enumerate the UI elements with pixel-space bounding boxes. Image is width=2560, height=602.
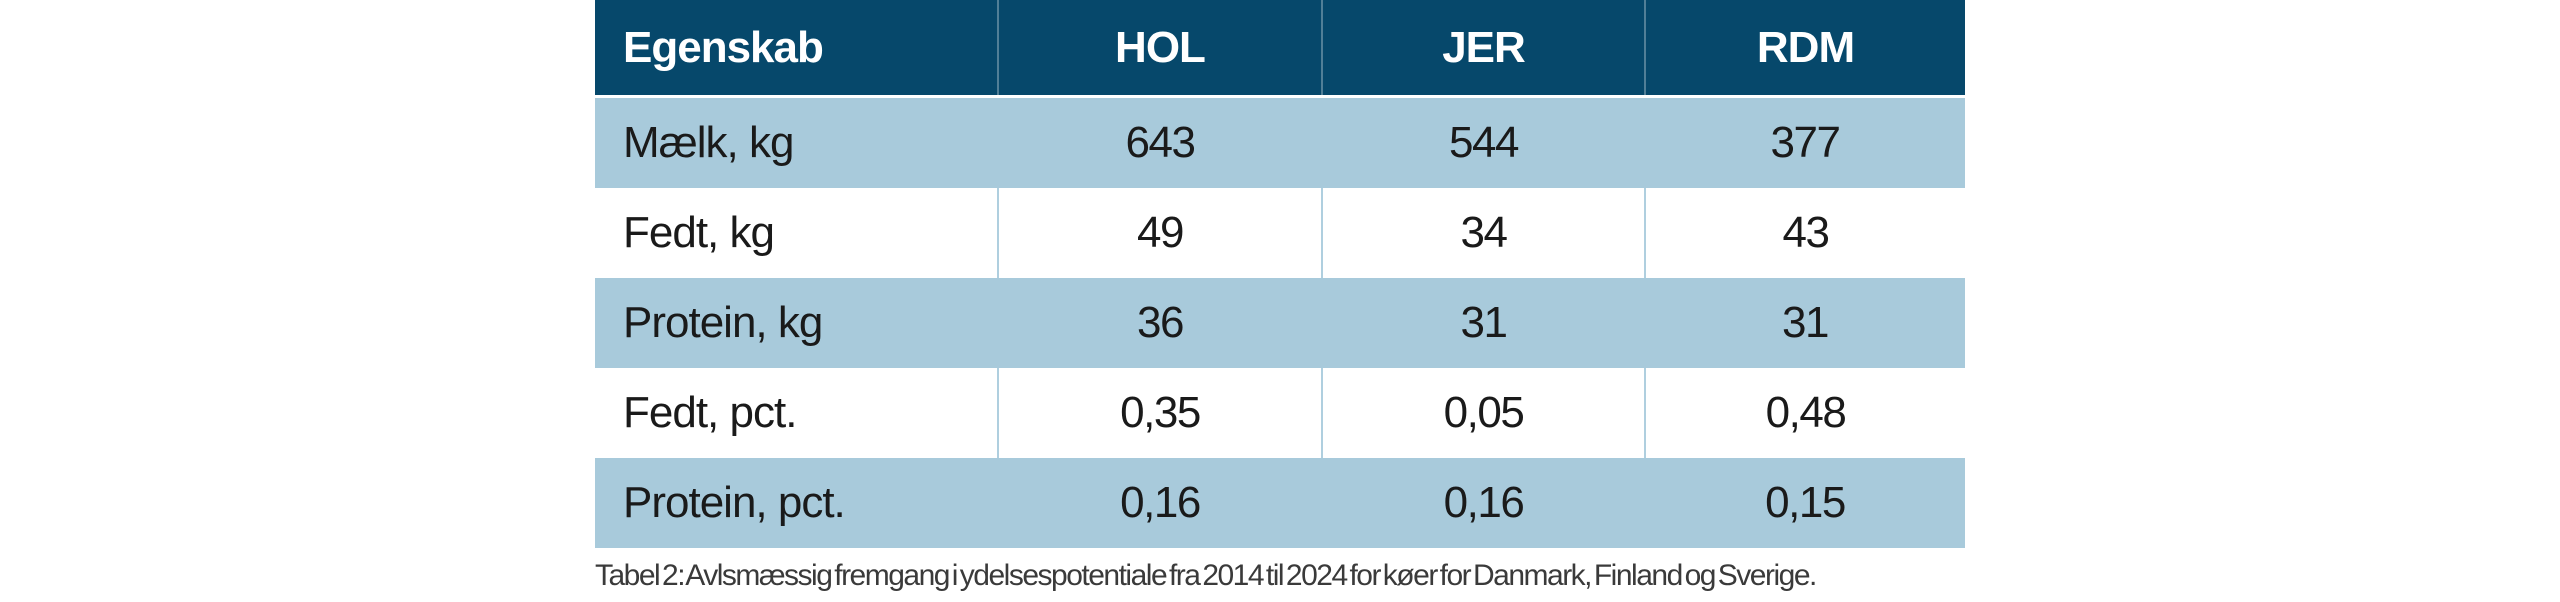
table-row-fedt-kg: Fedt, kg 49 34 43	[595, 188, 1965, 278]
column-header-jer: JER	[1321, 0, 1645, 98]
row-label: Fedt, pct.	[595, 368, 998, 458]
table-header-row: Egenskab HOL JER RDM	[595, 0, 1965, 98]
row-label: Mælk, kg	[595, 96, 998, 188]
table-cell: 31	[1322, 278, 1645, 368]
table-row-fedt-pct: Fedt, pct. 0,35 0,05 0,48	[595, 368, 1965, 458]
table-cell: 0,16	[1322, 458, 1645, 548]
table-cell: 377	[1645, 96, 1965, 188]
table-row-maelk-kg: Mælk, kg 643 544 377	[595, 96, 1965, 188]
column-header-egenskab: Egenskab	[595, 0, 998, 98]
table-cell: 43	[1644, 188, 1965, 278]
row-label: Protein, pct.	[595, 458, 998, 548]
table-cell: 544	[1322, 96, 1645, 188]
table-cell: 0,16	[998, 458, 1322, 548]
column-header-rdm: RDM	[1644, 0, 1965, 98]
row-label: Protein, kg	[595, 278, 998, 368]
table-row-protein-pct: Protein, pct. 0,16 0,16 0,15	[595, 458, 1965, 548]
table-cell: 0,15	[1645, 458, 1965, 548]
breeding-progress-table: Egenskab HOL JER RDM Mælk, kg 643 544 37…	[595, 0, 1965, 548]
table-cell: 0,35	[997, 368, 1322, 458]
table-cell: 34	[1321, 188, 1645, 278]
table-row-protein-kg: Protein, kg 36 31 31	[595, 278, 1965, 368]
row-label: Fedt, kg	[595, 188, 998, 278]
table-cell: 643	[998, 96, 1322, 188]
table-cell: 31	[1645, 278, 1965, 368]
table-cell: 36	[998, 278, 1322, 368]
table-caption: Tabel 2: Avlsmæssig fremgang i ydelsespo…	[595, 559, 1817, 592]
table-cell: 0,05	[1321, 368, 1645, 458]
table-cell: 0,48	[1644, 368, 1965, 458]
table-cell: 49	[997, 188, 1322, 278]
column-header-hol: HOL	[997, 0, 1322, 98]
